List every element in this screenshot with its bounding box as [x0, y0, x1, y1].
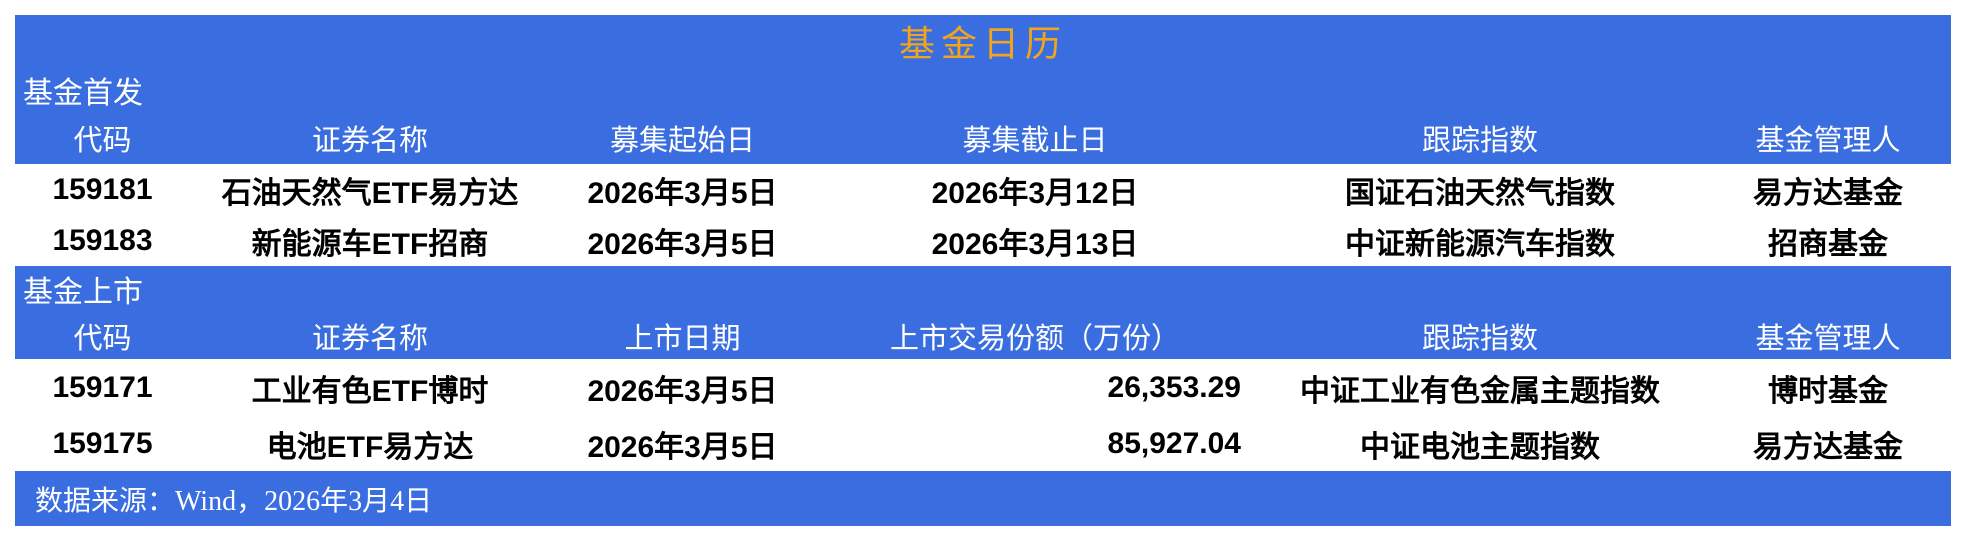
ipo-header-index: 跟踪指数: [1255, 112, 1705, 164]
cell-code: 159181: [15, 164, 190, 215]
ipo-header-manager: 基金管理人: [1705, 112, 1952, 164]
cell-code: 159183: [15, 215, 190, 266]
cell-start-date: 2026年3月5日: [550, 164, 815, 215]
listing-header-name: 证券名称: [190, 312, 550, 359]
ipo-header-start-date: 募集起始日: [550, 112, 815, 164]
table-row: 159183 新能源车ETF招商 2026年3月5日 2026年3月13日 中证…: [15, 215, 1952, 266]
cell-end-date: 2026年3月12日: [815, 164, 1255, 215]
listing-header-code: 代码: [15, 312, 190, 359]
fund-calendar-table: 基金日历 基金首发 代码 证券名称 募集起始日 募集截止日 跟踪指数 基金管理人…: [15, 15, 1952, 526]
cell-list-date: 2026年3月5日: [550, 359, 815, 417]
cell-name: 新能源车ETF招商: [190, 215, 550, 266]
cell-code: 159175: [15, 417, 190, 471]
table-row: 159175 电池ETF易方达 2026年3月5日 85,927.04 中证电池…: [15, 417, 1952, 471]
cell-index: 中证电池主题指数: [1255, 417, 1705, 471]
listing-header-shares: 上市交易份额（万份）: [815, 312, 1255, 359]
cell-name: 石油天然气ETF易方达: [190, 164, 550, 215]
data-source-footer: 数据来源：Wind，2026年3月4日: [15, 471, 1952, 526]
cell-list-date: 2026年3月5日: [550, 417, 815, 471]
listing-header-index: 跟踪指数: [1255, 312, 1705, 359]
section-ipo-label: 基金首发: [15, 67, 1952, 112]
listing-header-manager: 基金管理人: [1705, 312, 1952, 359]
ipo-header-code: 代码: [15, 112, 190, 164]
ipo-header-end-date: 募集截止日: [815, 112, 1255, 164]
cell-manager: 博时基金: [1705, 359, 1952, 417]
cell-name: 工业有色ETF博时: [190, 359, 550, 417]
cell-shares: 85,927.04: [815, 417, 1255, 471]
cell-shares: 26,353.29: [815, 359, 1255, 417]
cell-index: 国证石油天然气指数: [1255, 164, 1705, 215]
section-listing-label: 基金上市: [15, 266, 1952, 312]
cell-end-date: 2026年3月13日: [815, 215, 1255, 266]
cell-start-date: 2026年3月5日: [550, 215, 815, 266]
listing-header-list-date: 上市日期: [550, 312, 815, 359]
table-row: 159181 石油天然气ETF易方达 2026年3月5日 2026年3月12日 …: [15, 164, 1952, 215]
table-row: 159171 工业有色ETF博时 2026年3月5日 26,353.29 中证工…: [15, 359, 1952, 417]
page-title: 基金日历: [15, 15, 1952, 67]
cell-manager: 招商基金: [1705, 215, 1952, 266]
ipo-header-name: 证券名称: [190, 112, 550, 164]
fund-calendar-sheet: 基金日历 基金首发 代码 证券名称 募集起始日 募集截止日 跟踪指数 基金管理人…: [15, 15, 1952, 526]
cell-manager: 易方达基金: [1705, 417, 1952, 471]
cell-name: 电池ETF易方达: [190, 417, 550, 471]
cell-manager: 易方达基金: [1705, 164, 1952, 215]
cell-code: 159171: [15, 359, 190, 417]
cell-index: 中证新能源汽车指数: [1255, 215, 1705, 266]
cell-index: 中证工业有色金属主题指数: [1255, 359, 1705, 417]
